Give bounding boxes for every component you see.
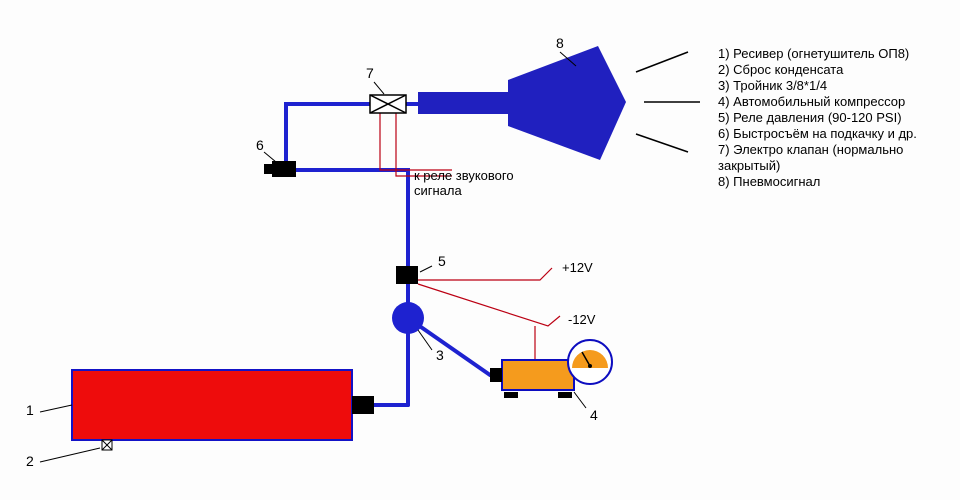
callout-number: 7 <box>366 65 374 81</box>
compressor <box>502 360 574 390</box>
callout-number: 5 <box>438 253 446 269</box>
wire <box>380 113 452 170</box>
legend-line: 4) Автомобильный компрессор <box>718 94 905 109</box>
pipe <box>296 170 408 278</box>
pneumatic-diagram: +12V -12V к реле звуковогосигнала 1 2 3 4 5 6 7 8 1… <box>0 0 960 500</box>
callout-number: 6 <box>256 137 264 153</box>
wire <box>418 268 552 280</box>
wire-label: -12V <box>568 312 596 327</box>
callout-number: 3 <box>436 347 444 363</box>
tee-fitting <box>392 302 424 334</box>
air-horn <box>418 92 508 114</box>
wire-label: к реле звукового <box>414 168 514 183</box>
receiver <box>72 370 352 440</box>
sound-line <box>636 134 688 152</box>
legend-line: 3) Тройник 3/8*1/4 <box>718 78 827 93</box>
quick-coupler <box>272 161 296 177</box>
legend-line: 1) Ресивер (огнетушитель ОП8) <box>718 46 909 61</box>
pipe <box>286 104 370 170</box>
wire <box>418 284 560 326</box>
legend-line: 7) Электро клапан (нормально <box>718 142 903 157</box>
legend-line: 8) Пневмосигнал <box>718 174 820 189</box>
legend-line: 5) Реле давления (90-120 PSI) <box>718 110 902 125</box>
receiver-port <box>352 396 374 414</box>
sound-line <box>636 52 688 72</box>
air-horn-cone <box>508 46 626 160</box>
callout-number: 4 <box>590 407 598 423</box>
legend-line: закрытый) <box>718 158 780 173</box>
callout-number: 1 <box>26 402 34 418</box>
compressor-port <box>490 368 502 382</box>
callout-number: 2 <box>26 453 34 469</box>
legend-line: 6) Быстросъём на подкачку и др. <box>718 126 917 141</box>
wire <box>396 113 452 176</box>
callout-number: 8 <box>556 35 564 51</box>
legend-line: 2) Сброс конденсата <box>718 62 844 77</box>
wire-label: сигнала <box>414 183 462 198</box>
wire-label: +12V <box>562 260 593 275</box>
pressure-switch <box>396 266 418 284</box>
